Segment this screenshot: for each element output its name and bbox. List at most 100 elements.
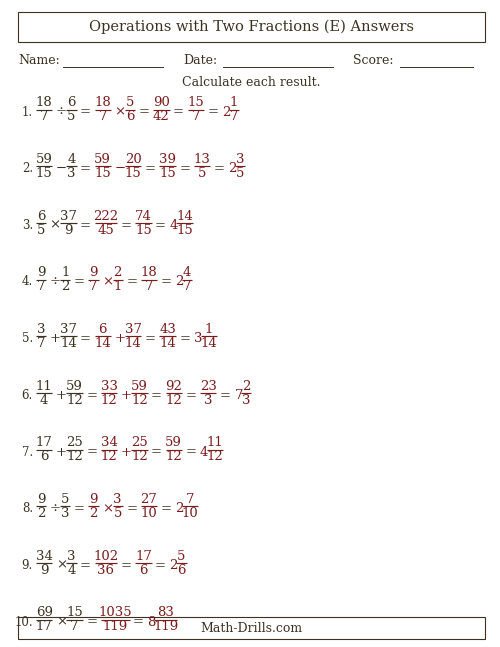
Text: 12: 12 [131, 450, 148, 463]
Text: 90: 90 [153, 96, 170, 109]
Text: +: + [114, 332, 126, 345]
Text: 12: 12 [66, 393, 83, 406]
Text: 14: 14 [176, 210, 193, 223]
Text: =: = [86, 615, 98, 628]
Text: 17: 17 [36, 437, 52, 450]
Text: 9: 9 [64, 223, 72, 237]
Text: 12: 12 [100, 450, 117, 463]
Text: 3: 3 [236, 153, 244, 166]
Text: =: = [155, 219, 166, 232]
Text: 9: 9 [37, 493, 46, 506]
Text: =: = [151, 446, 162, 459]
Text: 2: 2 [242, 380, 250, 393]
Text: 4: 4 [170, 219, 178, 232]
Text: +: + [56, 446, 67, 459]
Text: 1.: 1. [22, 105, 33, 118]
Text: 6: 6 [37, 210, 46, 223]
Text: =: = [138, 105, 149, 118]
Text: 3: 3 [68, 550, 76, 563]
Text: 2: 2 [228, 162, 236, 175]
Text: =: = [86, 446, 98, 459]
Text: 37: 37 [60, 323, 77, 336]
Text: 15: 15 [135, 223, 152, 237]
Text: 1035: 1035 [98, 606, 132, 619]
Text: 2: 2 [37, 507, 46, 520]
Bar [18, 12, 485, 42]
Text: ×: × [102, 276, 113, 289]
Text: =: = [145, 332, 156, 345]
Text: 15: 15 [159, 167, 176, 180]
Text: 7: 7 [186, 493, 194, 506]
Text: 7: 7 [70, 620, 79, 633]
Text: 2: 2 [61, 280, 70, 293]
Text: 3: 3 [204, 393, 212, 406]
Text: 27: 27 [140, 493, 158, 506]
Text: =: = [180, 332, 190, 345]
Text: 7: 7 [230, 110, 238, 123]
Text: −: − [56, 162, 67, 175]
Text: 59: 59 [36, 153, 52, 166]
Text: 9: 9 [37, 267, 46, 280]
Text: 7: 7 [234, 389, 243, 402]
Text: 5: 5 [37, 223, 46, 237]
Text: 2: 2 [222, 105, 230, 118]
Text: −: − [114, 162, 126, 175]
Text: +: + [120, 389, 132, 402]
Text: 8.: 8. [22, 502, 33, 515]
Text: 10.: 10. [14, 615, 33, 628]
Text: 3: 3 [37, 323, 46, 336]
Text: 3: 3 [194, 332, 202, 345]
Text: =: = [160, 502, 172, 515]
Text: 59: 59 [94, 153, 111, 166]
Text: 9: 9 [89, 493, 98, 506]
Text: 69: 69 [36, 606, 52, 619]
Text: =: = [173, 105, 184, 118]
Text: 42: 42 [153, 110, 170, 123]
Text: Math-Drills.com: Math-Drills.com [200, 622, 302, 635]
Text: 25: 25 [66, 437, 83, 450]
Text: 7: 7 [89, 280, 98, 293]
Text: 102: 102 [94, 550, 118, 563]
Text: 13: 13 [194, 153, 210, 166]
Text: +: + [120, 446, 132, 459]
Text: 8: 8 [148, 615, 156, 628]
Text: 23: 23 [200, 380, 216, 393]
Text: 3.: 3. [22, 219, 33, 232]
Text: ÷: ÷ [50, 502, 60, 515]
Text: 1: 1 [114, 280, 122, 293]
Text: 6.: 6. [22, 389, 33, 402]
Text: 7.: 7. [22, 446, 33, 459]
Text: 17: 17 [135, 550, 152, 563]
Text: 74: 74 [135, 210, 152, 223]
Text: 2: 2 [175, 276, 184, 289]
Text: 12: 12 [166, 450, 182, 463]
Text: +: + [56, 389, 67, 402]
Text: 59: 59 [131, 380, 148, 393]
Bar [18, 617, 485, 639]
Text: 59: 59 [66, 380, 83, 393]
Text: =: = [80, 219, 91, 232]
Text: 5: 5 [236, 167, 244, 180]
Text: ×: × [56, 615, 67, 628]
Text: =: = [126, 502, 138, 515]
Text: 6: 6 [98, 323, 107, 336]
Text: 7: 7 [40, 110, 48, 123]
Text: =: = [120, 559, 132, 572]
Text: 3: 3 [114, 493, 122, 506]
Text: 1: 1 [61, 267, 70, 280]
Text: 5: 5 [178, 550, 186, 563]
Text: 14: 14 [159, 337, 176, 350]
Text: 14: 14 [60, 337, 77, 350]
Text: 10: 10 [182, 507, 198, 520]
Text: 2: 2 [175, 502, 184, 515]
Text: 7: 7 [183, 280, 192, 293]
Text: =: = [186, 389, 196, 402]
Text: 7: 7 [145, 280, 154, 293]
Text: 12: 12 [66, 450, 83, 463]
Text: =: = [214, 162, 224, 175]
Text: 10: 10 [140, 507, 158, 520]
Text: Operations with Two Fractions (E) Answers: Operations with Two Fractions (E) Answer… [89, 20, 414, 34]
Text: 15: 15 [36, 167, 52, 180]
Text: =: = [180, 162, 190, 175]
Text: 119: 119 [102, 620, 128, 633]
